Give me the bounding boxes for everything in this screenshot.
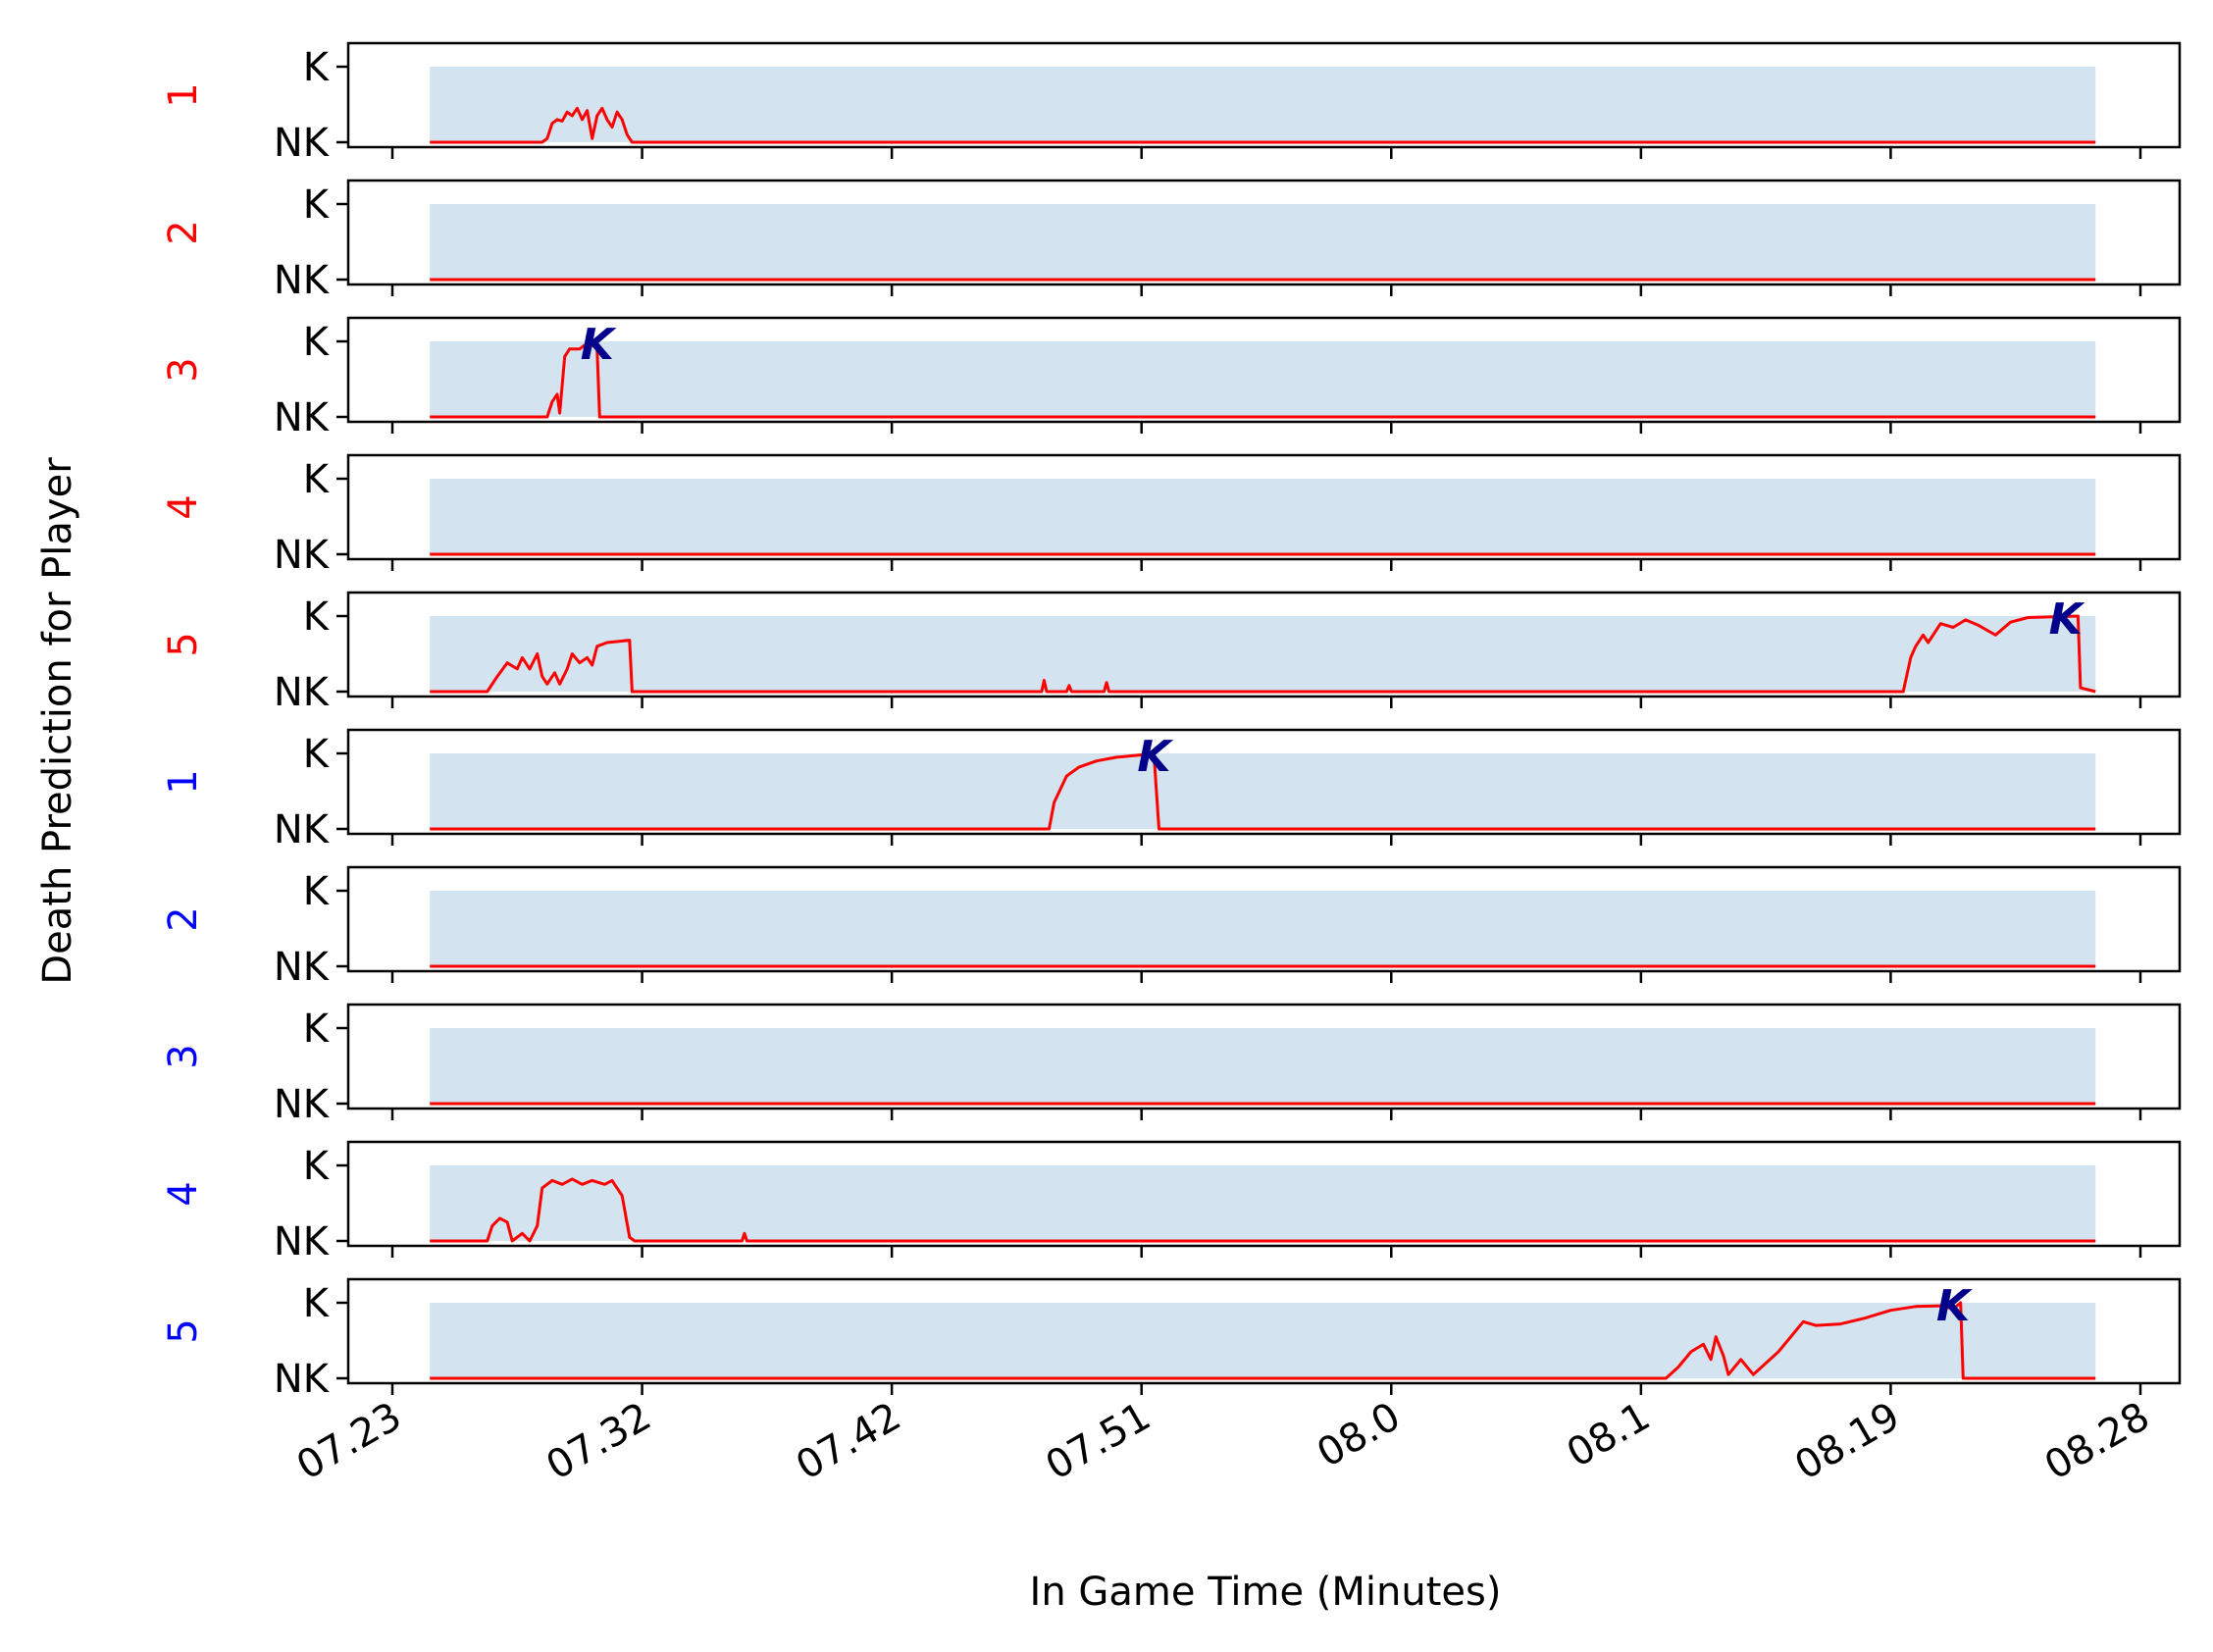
panel-frame [346, 316, 2182, 424]
panel-frame [346, 1140, 2182, 1248]
prediction-line [430, 106, 2096, 144]
y-tick-label-k: K [303, 320, 331, 365]
x-tick-label: 07.32 [539, 1394, 658, 1489]
x-tick-label: 08.19 [1787, 1394, 1907, 1489]
kill-marker: K [1137, 732, 1173, 782]
player-label: 5 [161, 1318, 206, 1343]
y-tick-label-nk: NK [274, 533, 331, 578]
prediction-window [430, 1165, 2096, 1241]
y-tick-label-nk: NK [274, 1082, 331, 1127]
kill-marker: K [2049, 594, 2085, 645]
y-tick-label-nk: NK [274, 121, 331, 166]
prediction-window [430, 479, 2096, 554]
x-tick-label: 07.51 [1039, 1394, 1158, 1489]
player-label: 5 [161, 632, 206, 656]
panel-frame [346, 591, 2182, 698]
prediction-window [430, 1028, 2096, 1104]
player-label: 3 [161, 357, 206, 382]
y-tick-label-k: K [303, 594, 331, 640]
kill-marker: K [1936, 1281, 1973, 1331]
x-tick-label: 07.42 [789, 1394, 908, 1489]
prediction-line [430, 1301, 2096, 1380]
panel-red-2: K NK 2 [161, 179, 2182, 303]
panel-frame [346, 453, 2182, 561]
panel-frame [346, 1003, 2182, 1110]
x-axis-label: In Game Time (Minutes) [1030, 1570, 1502, 1615]
prediction-line [430, 343, 2096, 419]
y-tick-label-k: K [303, 1281, 331, 1326]
panel-red-4: K NK 4 [161, 453, 2182, 578]
player-label: 2 [161, 220, 206, 244]
y-tick-label-nk: NK [274, 258, 331, 303]
panel-blue-1: K K NK 1 [161, 728, 2182, 852]
x-tick-label: 07.23 [289, 1394, 409, 1489]
prediction-window [430, 67, 2096, 142]
prediction-window [430, 753, 2096, 829]
player-label: 4 [161, 1181, 206, 1206]
y-tick-label-k: K [303, 869, 331, 914]
panel-blue-2: K NK 2 [161, 865, 2182, 990]
panel-frame [346, 1277, 2182, 1385]
player-label: 3 [161, 1044, 206, 1068]
panel-frame [346, 865, 2182, 973]
y-axis-label: Death Prediction for Player [35, 457, 80, 985]
prediction-window [430, 891, 2096, 966]
panel-red-1: K NK 1 [161, 41, 2182, 166]
panel-blue-4: K NK 4 [161, 1140, 2182, 1265]
panel-blue-5: K K NK 5 [161, 1277, 2182, 1402]
panel-red-3: K K NK 3 [161, 316, 2182, 440]
prediction-window [430, 616, 2096, 692]
prediction-line [430, 1177, 2096, 1243]
prediction-window [430, 1303, 2096, 1378]
x-tick-label: 08.0 [1310, 1394, 1408, 1476]
x-axis-ticks: 07.23 07.32 07.42 07.51 08.0 08.1 08.19 08.28 [289, 1394, 2157, 1489]
player-label: 1 [161, 769, 206, 794]
x-tick-label: 08.1 [1560, 1394, 1658, 1476]
prediction-window [430, 204, 2096, 280]
panels: KNK1KNK2KKNK3KNK4KKNK5KKNK1KNK2KNK3KNK4K… [161, 41, 2182, 1402]
panel-blue-3: K NK 3 [161, 1003, 2182, 1127]
panel-frame [346, 179, 2182, 286]
y-tick-label-nk: NK [274, 807, 331, 852]
panel-frame [346, 41, 2182, 149]
player-label: 2 [161, 906, 206, 931]
player-label: 4 [161, 494, 206, 519]
prediction-window [430, 341, 2096, 417]
kill-marker: K [581, 320, 617, 370]
y-tick-label-k: K [303, 182, 331, 228]
x-tick-label: 08.28 [2037, 1394, 2157, 1489]
y-tick-label-nk: NK [274, 670, 331, 715]
y-tick-label-nk: NK [274, 945, 331, 990]
y-tick-label-nk: NK [274, 1219, 331, 1265]
player-label: 1 [161, 82, 206, 107]
y-tick-label-k: K [303, 732, 331, 777]
y-tick-label-nk: NK [274, 1357, 331, 1402]
y-tick-label-k: K [303, 45, 331, 90]
y-tick-label-k: K [303, 1144, 331, 1189]
prediction-line [430, 614, 2096, 694]
y-tick-label-k: K [303, 457, 331, 502]
panel-frame [346, 728, 2182, 836]
y-tick-label-nk: NK [274, 395, 331, 440]
panel-red-5: K K NK 5 [161, 591, 2182, 715]
y-tick-label-k: K [303, 1007, 331, 1052]
prediction-line [430, 753, 2096, 831]
